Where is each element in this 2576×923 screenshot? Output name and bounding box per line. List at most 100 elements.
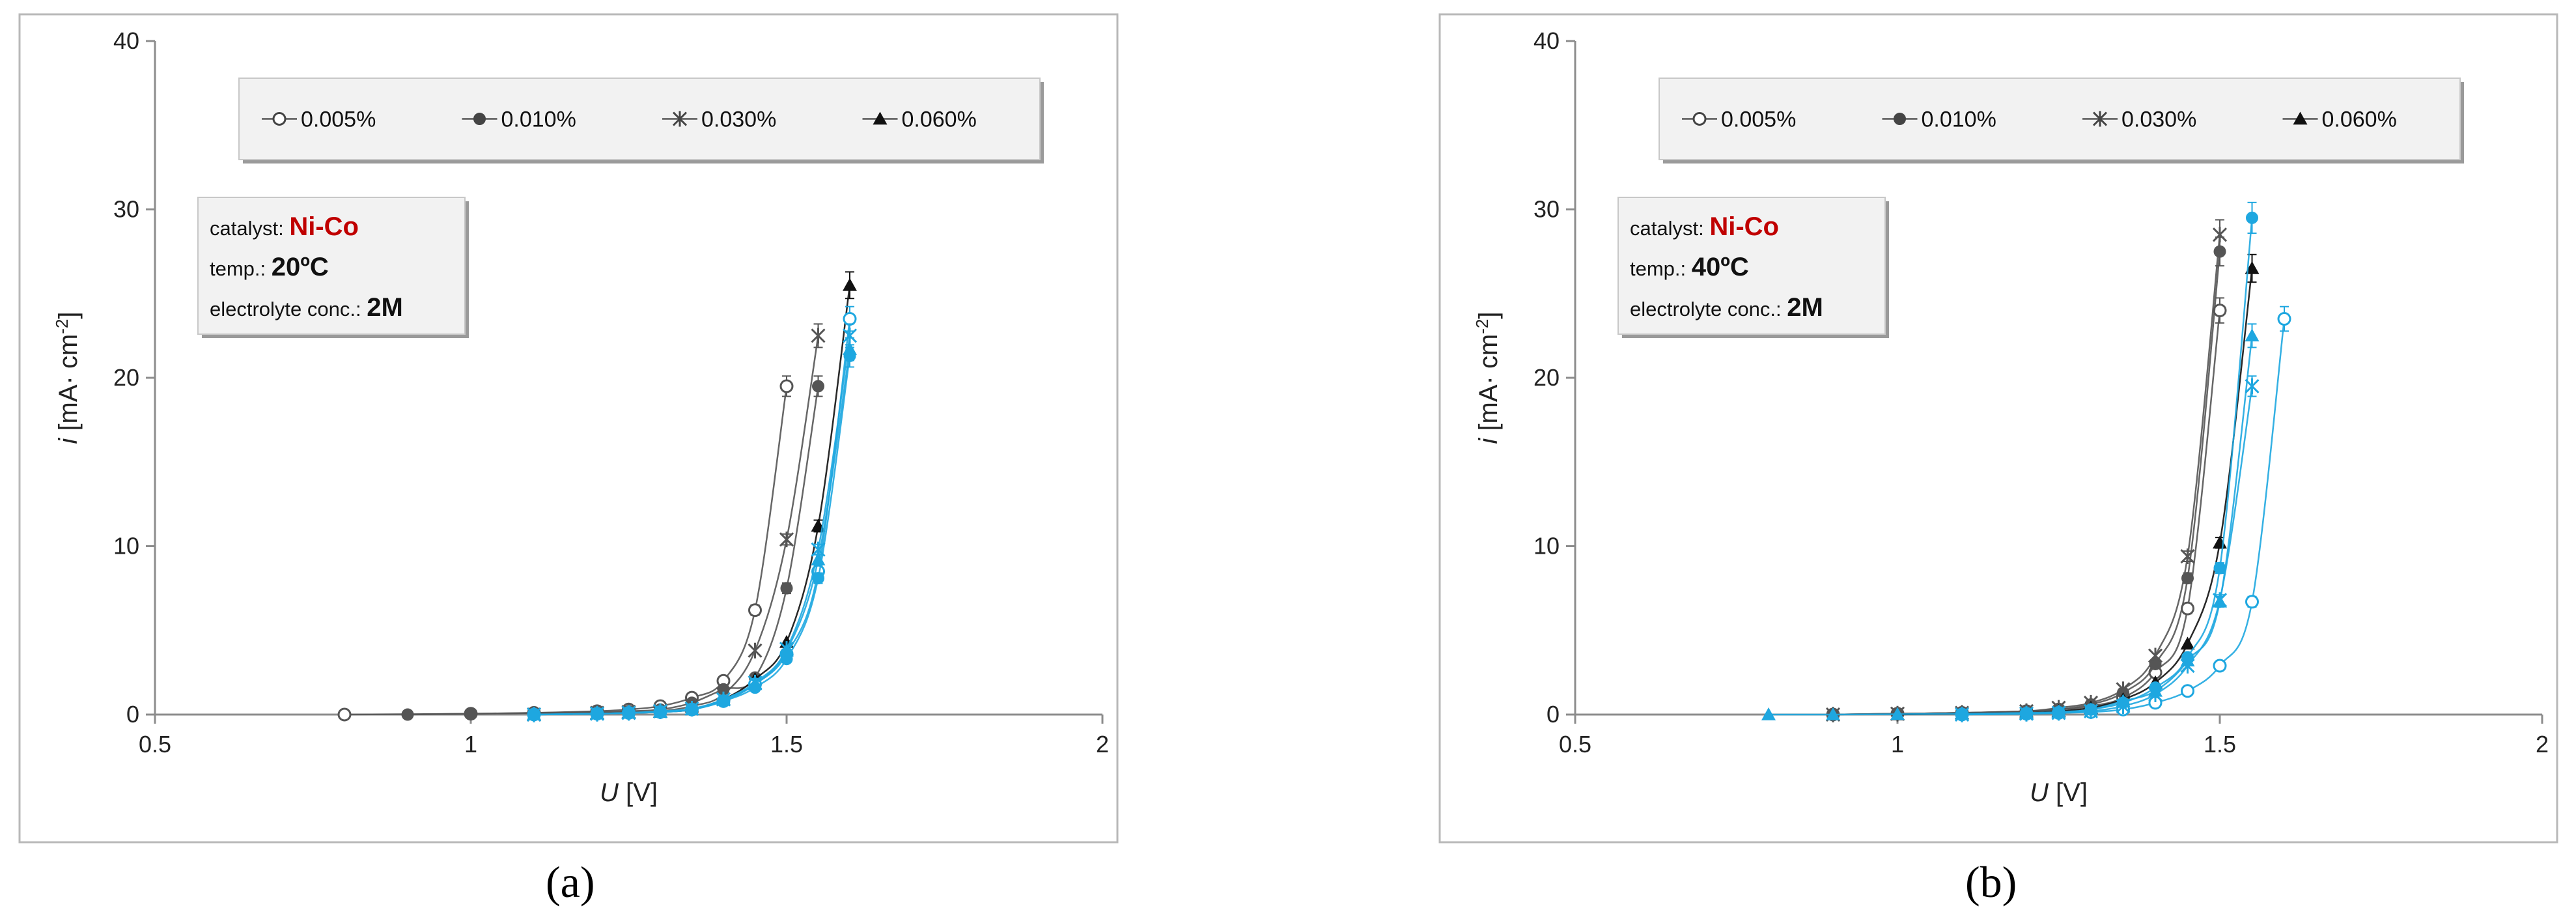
legend-label: 0.005% [301, 107, 376, 132]
info-value: Ni-Co [1709, 212, 1779, 241]
y-tick-label: 0 [1547, 701, 1560, 728]
info-label: temp.: [1630, 257, 1692, 280]
info-line: catalyst: Ni-Co [210, 212, 359, 241]
info-value: 2M [1787, 293, 1823, 322]
legend-label: 0.030% [2121, 107, 2196, 132]
y-tick-label: 40 [113, 27, 139, 54]
data-point-filled-triangle [684, 702, 699, 716]
data-point-filled-triangle [653, 705, 667, 718]
x-tick-label: 1 [464, 731, 477, 758]
info-label: electrolyte conc.: [1630, 298, 1787, 320]
data-point-star [2148, 647, 2163, 664]
data-point-filled-circle [812, 380, 824, 393]
legend-label: 0.010% [501, 107, 576, 132]
data-point-filled-triangle [873, 111, 888, 125]
data-point-filled-triangle [2084, 702, 2098, 716]
data-point-filled-circle [401, 708, 414, 721]
data-point-filled-triangle [811, 552, 826, 565]
info-line: electrolyte conc.: 2M [210, 293, 403, 322]
x-axis-label-symbol: U [600, 778, 619, 807]
x-tick-label: 2 [1096, 731, 1109, 758]
data-point-filled-triangle [527, 707, 541, 720]
caption-b: (b) [1965, 857, 2017, 907]
y-tick-label: 20 [1533, 364, 1560, 391]
chart-panel-a: 0 10 20 30 40 0.5 1 1.5 2 U [V] i [mA· cm-2] 0.005… [18, 13, 1119, 844]
y-axis-label-superscript: -2 [1472, 319, 1492, 334]
y-axis-label: i [mA· cm-2] [52, 311, 83, 444]
data-point-filled-triangle [590, 706, 604, 720]
chart-panel-b: 0 10 20 30 40 0.5 1 1.5 2 U [V] i [mA· cm-2] 0.005… [1438, 13, 2558, 844]
y-axis-label-close: ] [54, 311, 83, 319]
data-point-filled-triangle [2180, 636, 2195, 650]
legend-label: 0.030% [701, 107, 776, 132]
data-point-filled-circle [1894, 113, 1906, 125]
data-point-filled-triangle [2116, 694, 2131, 707]
data-point-open-circle [1692, 112, 1707, 126]
data-point-open-circle [748, 603, 762, 618]
x-tick-label: 1.5 [2204, 731, 2236, 758]
data-point-filled-triangle [621, 705, 636, 719]
y-axis-label-symbol: i [1474, 438, 1503, 444]
data-point-filled-triangle [748, 677, 763, 690]
data-point-open-circle [2245, 595, 2259, 609]
data-point-filled-circle [473, 113, 486, 125]
data-point-filled-triangle [2051, 705, 2066, 718]
data-point-filled-triangle [2245, 328, 2260, 342]
x-tick-label: 0.5 [1559, 731, 1591, 758]
info-box [197, 197, 466, 335]
series-7 [1761, 323, 2260, 720]
info-line: temp.: 20ºC [210, 253, 329, 281]
info-value: 2M [367, 293, 403, 322]
data-point-star [672, 111, 688, 127]
y-axis-label-close: ] [1474, 311, 1503, 319]
data-point-star [2092, 111, 2108, 127]
legend-label: 0.060% [2322, 107, 2397, 132]
x-axis-label-unit: [V] [619, 778, 658, 807]
x-tick-label: 0.5 [139, 731, 171, 758]
info-line: temp.: 40ºC [1630, 253, 1749, 281]
info-value: 40ºC [1692, 253, 1749, 281]
y-tick-label: 10 [113, 533, 139, 560]
info-value: 20ºC [272, 253, 329, 281]
x-tick-label: 2 [2536, 731, 2549, 758]
y-axis-label-unit: [mA· cm [54, 334, 83, 438]
info-label: catalyst: [1630, 217, 1709, 240]
data-point-filled-triangle [2019, 705, 2034, 719]
y-tick-label: 10 [1533, 533, 1560, 560]
data-point-filled-circle [2246, 211, 2258, 224]
y-tick-label: 0 [126, 701, 139, 728]
data-point-star [2180, 548, 2195, 565]
data-point-open-circle [779, 379, 794, 393]
data-point-filled-triangle [716, 692, 731, 705]
series-line [533, 348, 851, 716]
data-point-filled-circle [464, 707, 477, 720]
x-axis-label: U [V] [600, 778, 658, 807]
info-label: temp.: [210, 257, 272, 280]
data-point-star [748, 642, 763, 659]
data-point-filled-triangle [2213, 594, 2227, 608]
legend-box [1659, 78, 2461, 160]
legend-label: 0.010% [1922, 107, 1996, 132]
data-point-filled-triangle [2148, 683, 2163, 697]
data-point-star [779, 532, 794, 548]
y-axis-label-unit: [mA· cm [1474, 334, 1503, 438]
y-tick-label: 30 [113, 196, 139, 223]
data-point-filled-triangle [843, 342, 857, 355]
y-axis-label: i [mA· cm-2] [1472, 311, 1503, 444]
info-line: electrolyte conc.: 2M [1630, 293, 1823, 322]
data-point-filled-triangle [779, 643, 794, 657]
data-point-open-circle [2213, 659, 2227, 673]
data-point-open-circle [2277, 312, 2291, 326]
info-label: electrolyte conc.: [210, 298, 367, 320]
data-point-open-circle [272, 112, 287, 126]
data-point-star [2212, 227, 2228, 243]
x-axis-label-unit: [V] [2049, 778, 2088, 807]
data-point-star [811, 328, 826, 344]
series-7 [527, 337, 857, 720]
info-label: catalyst: [210, 217, 289, 240]
info-box [1617, 197, 1886, 335]
legend-label: 0.060% [902, 107, 977, 132]
x-tick-label: 1.5 [770, 731, 803, 758]
x-axis-label-symbol: U [2030, 778, 2049, 807]
y-tick-label: 20 [113, 364, 139, 391]
